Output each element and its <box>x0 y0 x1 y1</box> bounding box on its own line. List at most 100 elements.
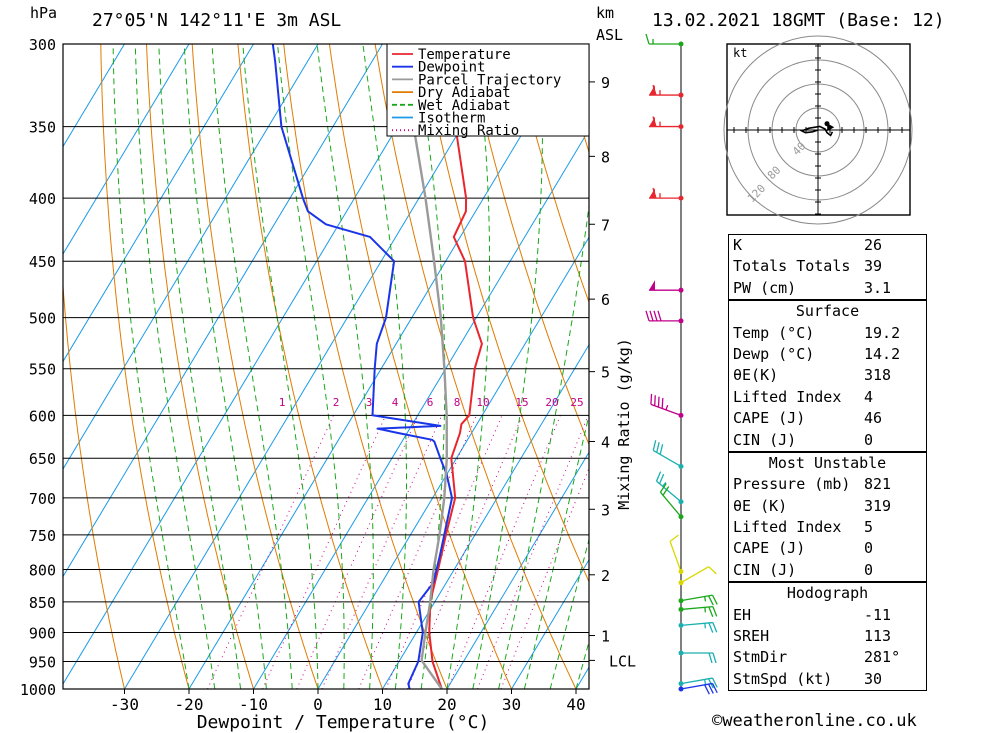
stat-value: 281° <box>864 648 901 667</box>
stat-row: Lifted Index 4 <box>729 387 926 408</box>
copyright-footer[interactable]: ©weatheronline.co.uk <box>712 711 917 731</box>
stat-label: Temp (°C) <box>733 323 815 342</box>
stat-value: 319 <box>864 496 892 515</box>
wet-adiabat-line <box>523 412 589 689</box>
wind-barb-flag <box>659 444 664 455</box>
stat-label: CIN (J) <box>733 560 797 579</box>
stat-label: CAPE (J) <box>733 539 806 558</box>
wind-barb-flag <box>650 393 653 405</box>
surface-heading: Surface <box>729 300 926 322</box>
stat-label: K <box>733 236 743 254</box>
pressure-tick-label: 550 <box>29 361 56 379</box>
wind-barb-pennant <box>649 280 655 291</box>
wind-barb-flag <box>707 683 714 694</box>
wind-barb-staff <box>669 541 682 572</box>
km-tick-label: 2 <box>601 567 610 585</box>
wind-barb-flag <box>653 310 658 322</box>
stat-label: CIN (J) <box>733 430 797 449</box>
pressure-tick-label: 600 <box>29 407 56 425</box>
stat-value: 318 <box>864 366 892 385</box>
pressure-tick-label: 700 <box>29 490 56 508</box>
wind-barb-halfflag <box>665 404 669 411</box>
stat-value: 39 <box>864 257 883 276</box>
surface-group: Surface Temp (°C) 19.2 Dewp (°C) 14.2 θE(K) 3… <box>729 300 926 452</box>
pressure-tick-label: 950 <box>29 654 56 672</box>
temp-tick-label: 10 <box>373 695 392 714</box>
wind-barb-flag <box>662 486 670 496</box>
series-temperature <box>428 44 483 689</box>
hodograph-trace <box>799 125 834 137</box>
wind-barb-flag <box>652 116 657 127</box>
stat-label: CAPE (J) <box>733 409 806 428</box>
wind-barb-flag <box>658 473 665 484</box>
wind-barb-staff <box>659 491 682 518</box>
stat-row: PW (cm) 3.1 <box>729 278 926 299</box>
stat-label: Dewp (°C) <box>733 344 815 363</box>
mixing-ratio-line <box>358 415 477 689</box>
wind-barb-flag <box>649 310 654 322</box>
mixing-ratio-label: 10 <box>476 396 489 409</box>
series-dewpoint <box>271 44 453 689</box>
wind-barb-flag <box>645 310 650 322</box>
stat-row: Totals Totals 39 <box>729 256 926 277</box>
isotherm-line <box>188 44 577 689</box>
wind-barb-flag <box>711 683 718 694</box>
stat-row: StmDir 281° <box>729 647 926 668</box>
mixing-ratio-label: 6 <box>427 396 434 409</box>
wind-barb-halfflag <box>662 482 667 487</box>
pressure-tick-label: 400 <box>29 190 56 208</box>
isotherm-lines <box>63 44 589 689</box>
most-unstable-group: Most Unstable Pressure (mb) 821 θE (K) 319 L… <box>729 451 926 583</box>
stat-value: 46 <box>864 409 883 428</box>
dry-adiabat-line <box>63 278 125 689</box>
stat-row: EH -11 <box>729 605 926 626</box>
hodograph-stats-group: Hodograph EH -11 SREH 113 StmDir 281° StmSpd (… <box>729 582 926 692</box>
stat-value: 26 <box>864 236 883 254</box>
wind-barb-halfflag <box>703 596 707 602</box>
wind-barb-staff <box>652 449 682 467</box>
wind-barb-flag <box>654 395 656 406</box>
wind-barb-flag <box>645 33 650 45</box>
wind-barb-flag <box>708 622 714 633</box>
stat-value: 0 <box>864 430 874 449</box>
wind-barb-flag <box>711 594 718 605</box>
wind-barb-flag <box>657 310 662 322</box>
dry-adiabat-line <box>328 44 512 689</box>
wind-barb-flag <box>704 684 710 695</box>
km-tick-label: 5 <box>601 364 610 382</box>
km-tick-label: 6 <box>601 291 610 309</box>
mixing-ratio-line <box>500 466 589 689</box>
wind-barb-flag <box>656 442 660 453</box>
axes-labels: 3003504004505005506006507007508008509009… <box>20 36 636 733</box>
wind-barb-staff <box>680 606 713 611</box>
km-unit-label: km <box>596 4 615 22</box>
wind-barb-staff <box>656 480 682 503</box>
wind-barb-flag <box>712 606 718 617</box>
pressure-tick-label: 1000 <box>20 681 56 699</box>
wind-barb-flag <box>712 622 718 633</box>
wind-barb-staff <box>680 621 713 627</box>
stat-label: Pressure (mb) <box>733 475 851 494</box>
dry-adiabat-line <box>924 44 1000 689</box>
hodograph-storm-motion-marker <box>827 123 835 132</box>
legend-entry: Temperature <box>418 47 511 63</box>
stat-row: CAPE (J) 46 <box>729 408 926 429</box>
wind-barb-flag <box>708 566 717 575</box>
mixing-ratio-label: 15 <box>515 396 528 409</box>
wind-barb-flag <box>711 677 718 688</box>
wind-barb-halfflag <box>703 679 707 685</box>
mixing-ratio-label: 4 <box>392 396 399 409</box>
isotherm-line <box>446 451 589 689</box>
isobar-lines <box>63 43 589 690</box>
indices-top-group: K 26 Totals Totals 39 PW (cm) 3.1 <box>729 235 926 301</box>
asl-label: ASL <box>596 26 624 44</box>
mixing-ratio-label: 20 <box>545 396 558 409</box>
stat-value: 30 <box>864 669 883 688</box>
x-axis-title: Dewpoint / Temperature (°C) <box>197 712 490 733</box>
stat-row: Temp (°C) 19.2 <box>729 323 926 344</box>
pressure-tick-label: 650 <box>29 450 56 468</box>
